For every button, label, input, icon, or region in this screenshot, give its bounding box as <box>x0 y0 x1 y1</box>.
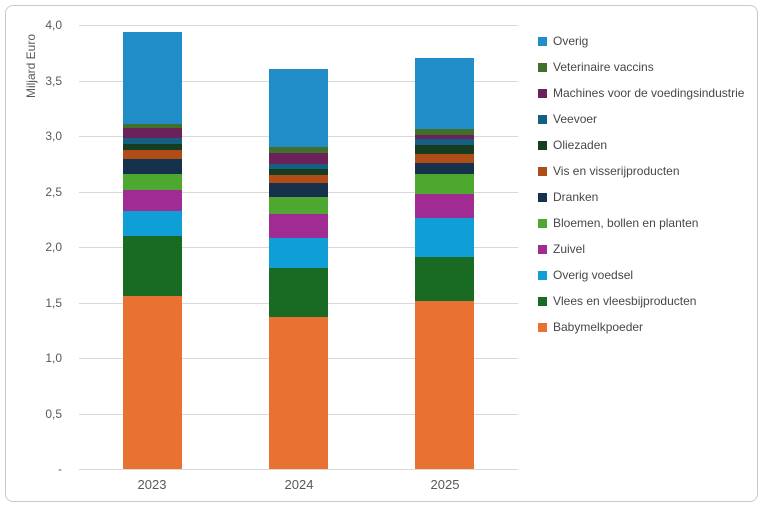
bar-segment <box>123 211 182 236</box>
bar-segment <box>269 163 328 170</box>
legend-item: Bloemen, bollen en planten <box>538 210 744 236</box>
legend-swatch-icon <box>538 218 547 228</box>
bar-segment <box>269 238 328 269</box>
bar-segment <box>269 169 328 175</box>
legend-swatch-icon <box>538 296 547 306</box>
bar-segment <box>415 301 474 469</box>
legend-swatch-icon <box>538 88 547 98</box>
gridline <box>79 469 518 470</box>
bar-segment <box>123 235 182 296</box>
legend-label: Vis en visserijproducten <box>553 164 680 178</box>
bar-segment <box>415 153 474 163</box>
legend-swatch-icon <box>538 166 547 176</box>
legend-label: Dranken <box>553 190 599 204</box>
legend-label: Machines voor de voedingsindustrie <box>553 86 745 100</box>
bar-segment <box>269 152 328 164</box>
legend-swatch-icon <box>538 244 547 254</box>
legend-item: Oliezaden <box>538 132 744 158</box>
legend-label: Veterinaire vaccins <box>553 60 654 74</box>
y-tick-label: 3,5 <box>45 74 62 88</box>
bar-segment <box>123 173 182 191</box>
bar-segment <box>415 193 474 219</box>
legend-label: Overig <box>553 34 589 48</box>
y-tick-label: 1,5 <box>45 296 62 310</box>
legend-item: Overig <box>538 28 744 54</box>
legend-item: Zuivel <box>538 236 744 262</box>
legend-swatch-icon <box>538 36 547 46</box>
x-tick-label: 2024 <box>284 477 314 492</box>
legend-item: Dranken <box>538 184 744 210</box>
bar-segment <box>415 58 474 130</box>
legend-item: Machines voor de voedingsindustrie <box>538 80 744 106</box>
bar-segment <box>415 129 474 135</box>
legend-swatch-icon <box>538 322 547 332</box>
bar-segment <box>415 256 474 302</box>
y-tick-label: - <box>58 462 62 476</box>
legend-label: Bloemen, bollen en planten <box>553 216 699 230</box>
legend-item: Babymelkpoeder <box>538 314 744 340</box>
legend-swatch-icon <box>538 140 547 150</box>
bar-segment <box>269 197 328 214</box>
legend-label: Vlees en vleesbijproducten <box>553 294 697 308</box>
bar-segment <box>415 139 474 145</box>
y-tick-label: 4,0 <box>45 18 62 32</box>
bar-segment <box>415 144 474 154</box>
bar-segment <box>123 159 182 174</box>
bar-segment <box>269 174 328 183</box>
bar-segment <box>123 190 182 212</box>
legend-swatch-icon <box>538 192 547 202</box>
gridline <box>79 25 518 26</box>
bar-segment <box>269 69 328 148</box>
legend-label: Overig voedsel <box>553 268 634 282</box>
bar-segment <box>123 143 182 151</box>
y-tick-label: 0,5 <box>45 407 62 421</box>
legend-label: Veevoer <box>553 112 598 126</box>
legend-item: Overig voedsel <box>538 262 744 288</box>
legend-item: Vlees en vleesbijproducten <box>538 288 744 314</box>
legend-item: Veevoer <box>538 106 744 132</box>
bar-segment <box>123 138 182 144</box>
bar-segment <box>269 182 328 198</box>
bar-segment <box>269 147 328 153</box>
legend-label: Oliezaden <box>553 138 608 152</box>
y-tick-label: 3,0 <box>45 129 62 143</box>
bar-segment <box>415 218 474 257</box>
legend-item: Veterinaire vaccins <box>538 54 744 80</box>
y-tick-label: 2,5 <box>45 185 62 199</box>
legend-swatch-icon <box>538 114 547 124</box>
x-tick-label: 2023 <box>137 477 167 492</box>
legend-label: Zuivel <box>553 242 586 256</box>
bar-segment <box>123 295 182 469</box>
bar-segment <box>269 213 328 239</box>
bar-segment <box>123 150 182 160</box>
legend-swatch-icon <box>538 270 547 280</box>
bar-segment <box>269 316 328 469</box>
legend-swatch-icon <box>538 62 547 72</box>
bar-segment <box>123 31 182 124</box>
bar-segment <box>269 268 328 317</box>
legend-item: Vis en visserijproducten <box>538 158 744 184</box>
bar-segment <box>123 128 182 139</box>
bar-segment <box>415 162 474 174</box>
legend-label: Babymelkpoeder <box>553 320 644 334</box>
legend: Overig Veterinaire vaccins Machines voor d… <box>538 28 744 340</box>
bar-segment <box>415 173 474 194</box>
y-tick-label: 1,0 <box>45 351 62 365</box>
x-tick-label: 2025 <box>430 477 460 492</box>
bar-segment <box>123 123 182 129</box>
y-tick-label: 2,0 <box>45 240 62 254</box>
bar-segment <box>415 134 474 140</box>
